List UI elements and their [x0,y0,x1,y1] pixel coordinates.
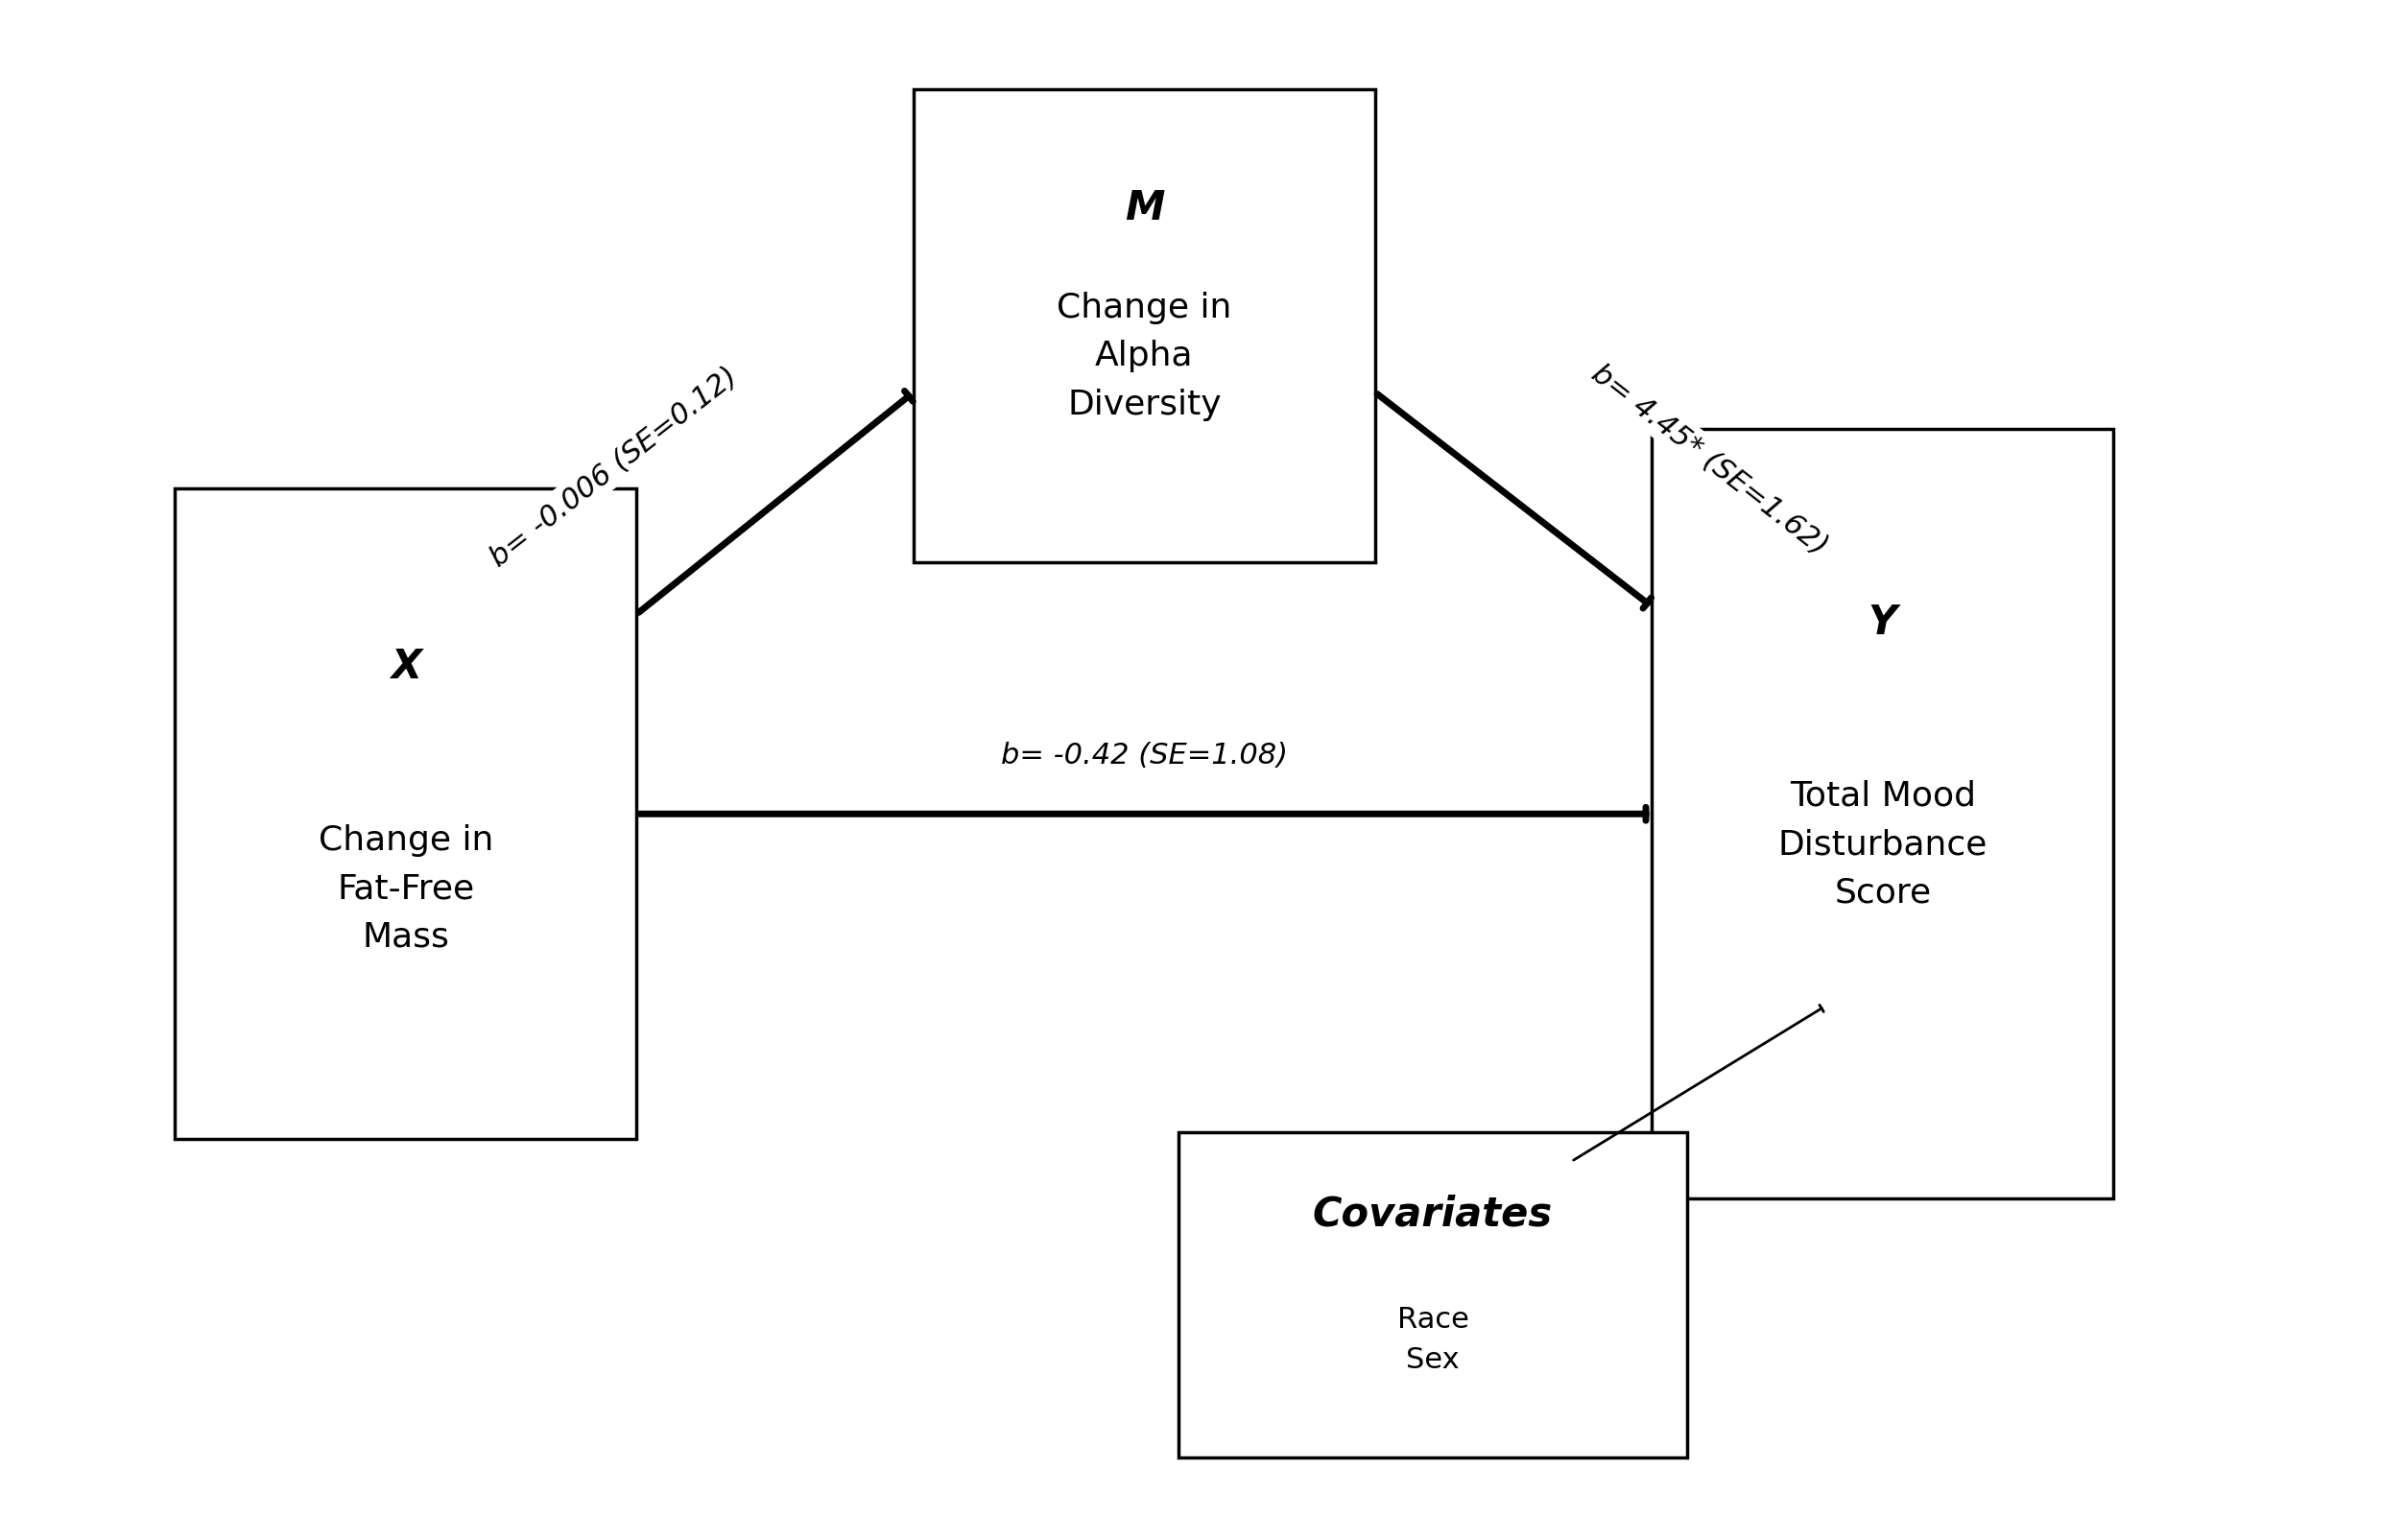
FancyBboxPatch shape [1652,430,2113,1198]
Text: b= 4.45* (SE=1.62): b= 4.45* (SE=1.62) [1587,359,1832,561]
Text: Y: Y [1868,602,1897,642]
Text: X: X [389,647,421,687]
Text: b= -0.006 (SE=0.12): b= -0.006 (SE=0.12) [486,362,743,571]
Text: Change in
Alpha
Diversity: Change in Alpha Diversity [1058,291,1231,420]
FancyBboxPatch shape [914,89,1375,564]
FancyBboxPatch shape [175,490,637,1140]
Text: b= -0.42 (SE=1.08): b= -0.42 (SE=1.08) [1000,741,1289,768]
Text: Race
Sex: Race Sex [1397,1304,1469,1374]
Text: Change in
Fat-Free
Mass: Change in Fat-Free Mass [317,824,493,953]
Text: Total Mood
Disturbance
Score: Total Mood Disturbance Score [1779,779,1988,909]
Text: M: M [1125,188,1164,228]
Text: Covariates: Covariates [1313,1194,1553,1234]
FancyBboxPatch shape [1178,1132,1688,1457]
